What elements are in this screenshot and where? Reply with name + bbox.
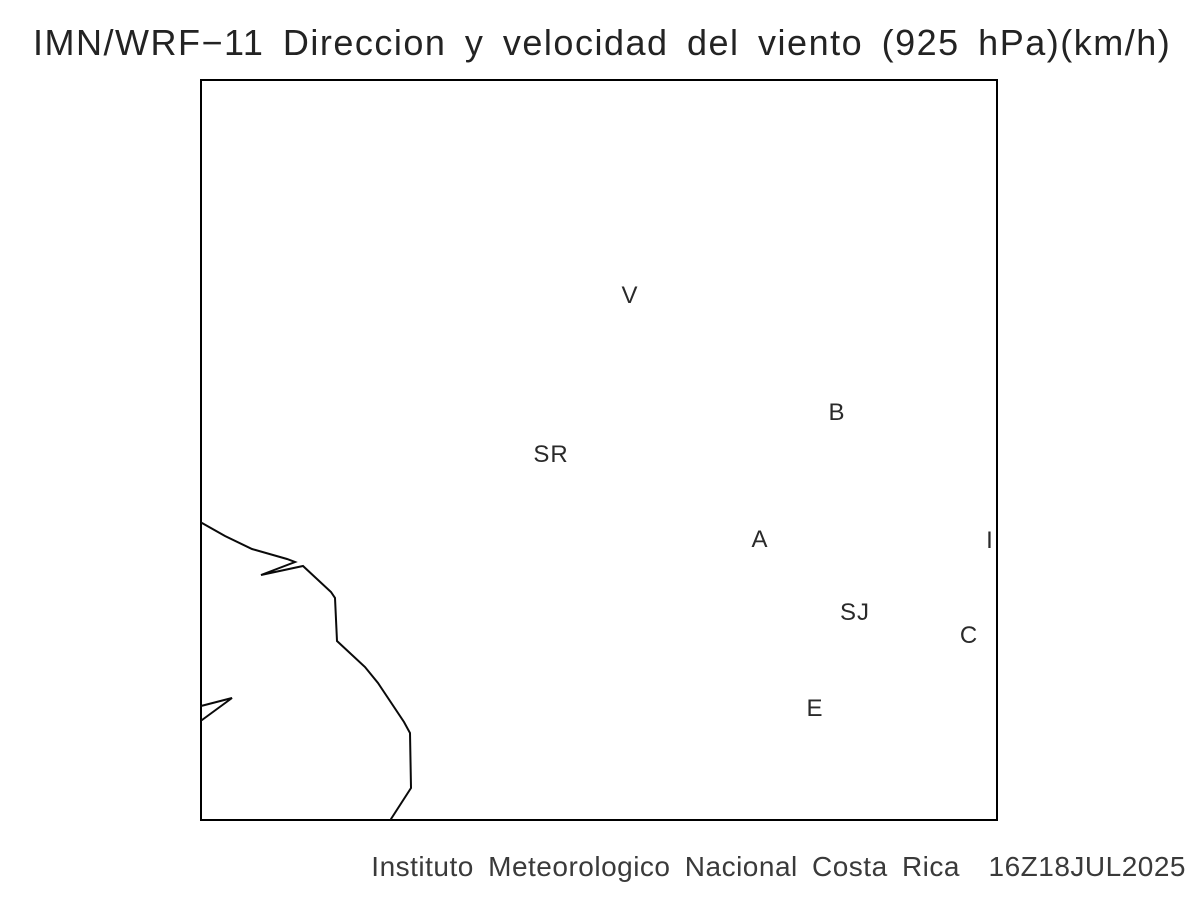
- station-label-c: C: [959, 622, 979, 649]
- station-label-v: V: [621, 282, 639, 309]
- coastline: [201, 522, 413, 820]
- station-label-a: A: [751, 526, 769, 553]
- chart-title: IMN/WRF−11 Direccion y velocidad del vie…: [33, 22, 1172, 63]
- station-label-b: B: [828, 399, 846, 426]
- coastline-inlet: [200, 697, 233, 721]
- station-label-e: E: [806, 695, 824, 722]
- station-label-sr: SR: [533, 441, 569, 468]
- footer-attribution: Instituto Meteorologico Nacional Costa R…: [371, 851, 1186, 882]
- map-border: [200, 79, 998, 821]
- station-label-i: I: [986, 527, 994, 554]
- station-label-sj: SJ: [839, 599, 871, 626]
